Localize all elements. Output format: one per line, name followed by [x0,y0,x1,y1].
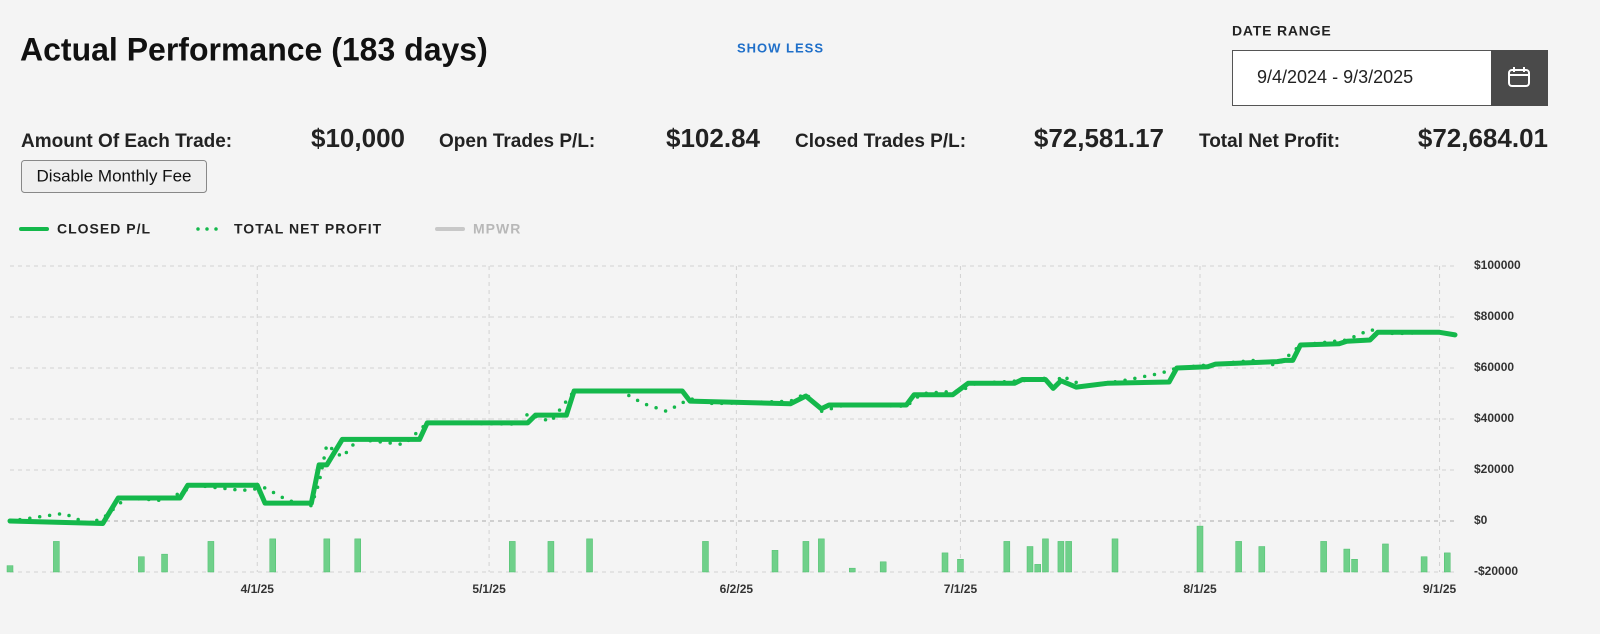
trade-bar [849,567,856,573]
trade-bar [354,538,361,573]
trade-bar [1444,552,1451,573]
y-tick-label: $100000 [1474,258,1521,272]
y-tick-label: $80000 [1474,309,1514,323]
trade-bar [6,565,14,573]
trade-bar [1026,546,1034,573]
legend-label[interactable]: MPWR [473,221,521,237]
stats-row: Amount Of Each Trade: $10,000 Open Trades … [21,123,1548,153]
trade-bar [269,538,276,573]
x-tick-label: 9/1/25 [1423,582,1457,596]
trade-bar [161,553,168,573]
trade-bar [323,538,331,573]
x-tick-label: 8/1/25 [1183,582,1217,596]
y-tick-label: $40000 [1474,411,1514,425]
trade-bar [1057,541,1065,573]
calendar-icon [1508,67,1530,87]
trade-bar [1351,559,1358,573]
trade-bar [1343,548,1351,573]
trade-bar [1065,541,1072,573]
trade-bar [586,538,593,573]
legend-label[interactable]: TOTAL NET PROFIT [234,221,382,237]
title: Actual Performance (183 days) [20,31,488,67]
trade-bar [771,550,779,573]
trade-bar [879,561,887,573]
stat-value: $72,684.01 [1418,123,1548,153]
calendar-button[interactable] [1491,50,1548,106]
trade-bar [1420,556,1428,573]
trade-bar [138,556,145,573]
stat-label: Amount Of Each Trade: [21,131,232,152]
stat-label: Closed Trades P/L: [795,131,966,152]
y-tick-label: $20000 [1474,462,1514,476]
show-less-link[interactable]: SHOW LESS [737,40,824,55]
trade-bar [941,552,949,573]
date-range-value: 9/4/2024 - 9/3/2025 [1257,67,1413,87]
trade-bar [818,538,825,573]
plot: -$20000 $0 $20000 $40000 $60000 $80000 $100000… [6,258,1521,596]
stat-value: $102.84 [666,123,761,153]
fee-button-label: Disable Monthly Fee [37,166,192,185]
trade-bar [957,559,964,573]
stat-value: $10,000 [311,123,405,153]
trade-bar [547,541,555,573]
trade-bar [509,541,516,573]
trade-bar [1235,541,1242,573]
stat-value: $72,581.17 [1034,123,1164,153]
trade-bar [702,541,709,573]
stat-label: Total Net Profit: [1199,131,1340,152]
trade-bar [1042,538,1049,573]
trade-bar [53,541,60,573]
y-tick-label: -$20000 [1474,564,1518,578]
dotted-line [8,328,1457,526]
fee-button[interactable] [21,160,207,193]
trade-bar [1034,564,1041,573]
x-tick-label: 5/1/25 [472,582,506,596]
trade-bar [1196,525,1204,573]
trade-bar [1111,538,1119,573]
y-tick-label: $0 [1474,513,1488,527]
x-tick-label: 6/2/25 [720,582,754,596]
x-tick-label: 7/1/25 [944,582,978,596]
trade-bar [1003,541,1011,573]
stat-label: Open Trades P/L: [439,131,595,152]
trade-bar [802,541,810,573]
solid-line [7,329,1458,527]
trade-bar [1258,546,1266,573]
y-tick-label: $60000 [1474,360,1514,374]
trade-bar [1382,543,1389,573]
x-tick-label: 4/1/25 [241,582,275,596]
legend-label[interactable]: CLOSED P/L [57,221,151,237]
trade-bar [1320,541,1327,573]
date-range-input[interactable] [1232,50,1492,106]
legend: CLOSED P/L TOTAL NET PROFIT MPWR [19,221,521,237]
trade-bar [207,541,215,573]
date-range-label: DATE RANGE [1232,23,1332,39]
